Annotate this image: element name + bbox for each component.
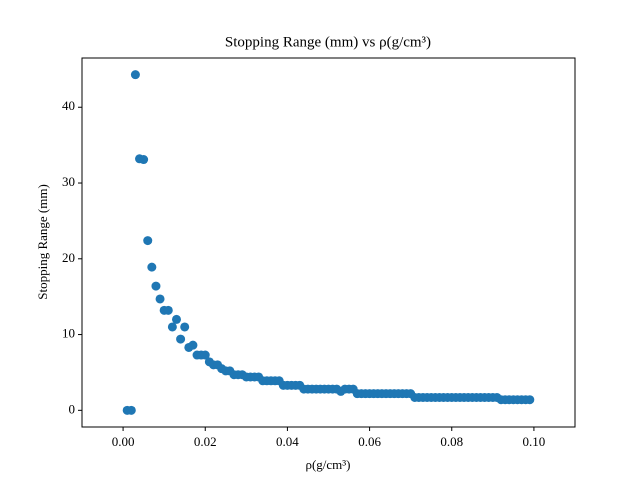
point [180,322,190,332]
point [155,294,165,304]
x-tick-label: 0.10 [523,434,546,449]
point [147,262,157,272]
x-tick-label: 0.06 [358,434,381,449]
x-axis-label: ρ(g/cm³) [305,457,350,472]
plot-frame [81,57,576,428]
y-tick-label: 20 [62,250,75,265]
y-tick-label: 0 [69,401,76,416]
x-tick-label: 0.08 [440,434,463,449]
point [200,350,210,360]
point [525,395,535,405]
point [167,322,177,332]
x-tick-label: 0.04 [276,434,299,449]
point [176,334,186,344]
chart-title: Stopping Range (mm) vs ρ(g/cm³) [225,34,431,50]
point [188,340,198,350]
point [126,405,136,415]
x-tick-label: 0.00 [112,434,135,449]
point [163,305,173,315]
y-tick-label: 30 [62,174,75,189]
point [171,314,181,324]
point [151,281,161,291]
y-axis-label: Stopping Range (mm) [35,184,50,300]
point [139,155,149,165]
y-tick-label: 40 [62,98,75,113]
y-tick-label: 10 [62,326,75,341]
point [143,236,153,246]
x-tick-label: 0.02 [194,434,217,449]
point [130,70,140,80]
